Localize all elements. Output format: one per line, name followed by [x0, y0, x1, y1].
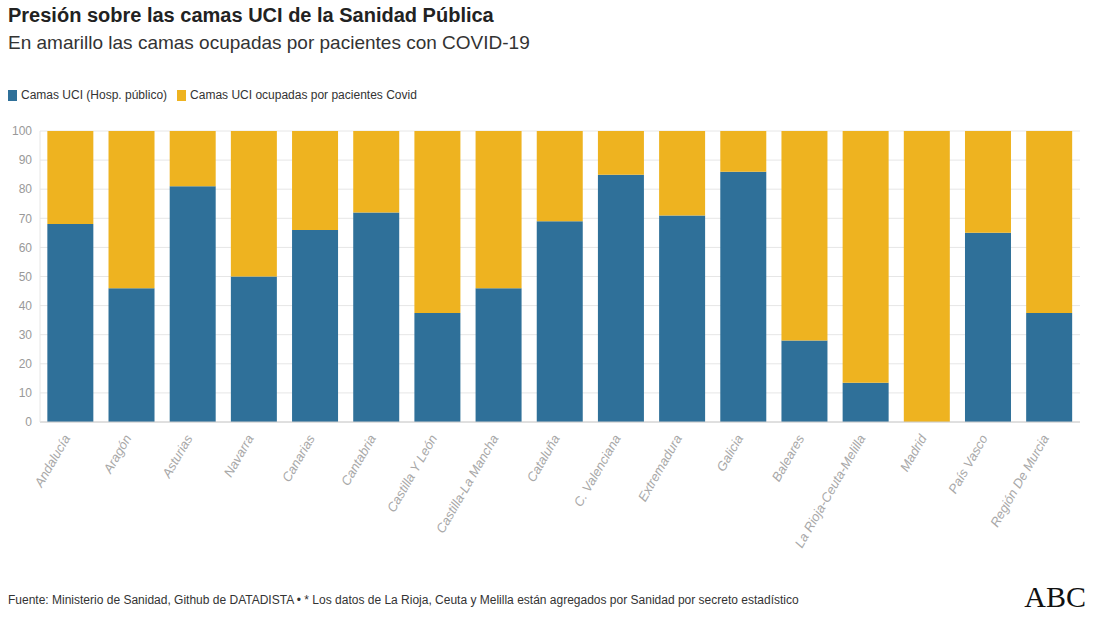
svg-text:Andalucía: Andalucía	[31, 432, 73, 490]
svg-text:Madrid: Madrid	[897, 431, 930, 474]
svg-text:60: 60	[19, 241, 33, 255]
html-text:En amarillo las camas ocupadas: En amarillo las camas ocupadas por pacie…	[8, 32, 530, 53]
svg-text:80: 80	[19, 182, 33, 196]
svg-text:Extremadura: Extremadura	[635, 432, 685, 504]
svg-text:Cantabria: Cantabria	[338, 432, 379, 488]
svg-text:Navarra: Navarra	[221, 432, 257, 480]
svg-text:70: 70	[19, 212, 33, 226]
html-text:ABC: ABC	[1024, 580, 1086, 613]
svg-text:90: 90	[19, 153, 33, 167]
svg-text:Asturias: Asturias	[159, 432, 196, 481]
html-text:Camas UCI (Hosp. público): Camas UCI (Hosp. público)	[21, 88, 167, 102]
html-text:Fuente: Ministerio de Sanidad,: Fuente: Ministerio de Sanidad, Github de…	[8, 593, 799, 607]
html-text:Camas UCI ocupadas por pacient: Camas UCI ocupadas por pacientes Covid	[190, 88, 417, 102]
svg-text:40: 40	[19, 299, 33, 313]
svg-text:30: 30	[19, 328, 33, 342]
svg-text:0: 0	[25, 415, 32, 429]
svg-text:Castilla-La Mancha: Castilla-La Mancha	[433, 432, 502, 536]
svg-text:20: 20	[19, 357, 33, 371]
svg-text:Canarias: Canarias	[279, 432, 318, 485]
html-text:Presión sobre las camas UCI de: Presión sobre las camas UCI de la Sanida…	[8, 4, 494, 26]
svg-text:Baleares: Baleares	[769, 432, 808, 484]
svg-text:100: 100	[12, 124, 32, 138]
svg-text:10: 10	[19, 386, 33, 400]
svg-text:Galicia: Galicia	[713, 432, 746, 474]
svg-text:C. Valenciana: C. Valenciana	[571, 432, 624, 509]
svg-text:Región De Murcia: Región De Murcia	[987, 432, 1052, 530]
svg-text:50: 50	[19, 270, 33, 284]
svg-text:La Rioja-Ceuta-Melilla: La Rioja-Ceuta-Melilla	[792, 432, 869, 550]
svg-text:Aragón: Aragón	[100, 432, 134, 477]
svg-text:País Vasco: País Vasco	[945, 432, 991, 496]
svg-text:Castilla Y León: Castilla Y León	[384, 432, 440, 515]
svg-text:Cataluña: Cataluña	[524, 432, 563, 485]
